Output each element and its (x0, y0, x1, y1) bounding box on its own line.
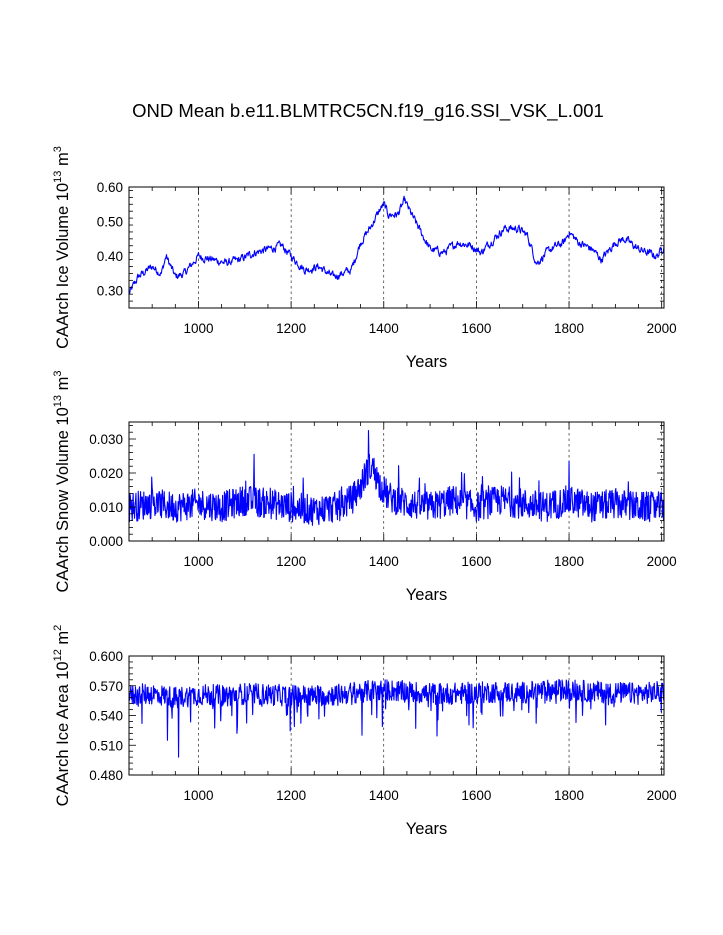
y-tick-label: 0.50 (97, 215, 123, 230)
plot-frame (128, 186, 665, 309)
x-tick-label: 1400 (369, 554, 399, 569)
y-axis-label: CAArch Snow Volume 1013 m3 (52, 371, 72, 593)
y-tick-label: 0.540 (89, 709, 123, 724)
x-tick-label: 2000 (647, 321, 677, 336)
x-tick-label: 1400 (369, 321, 399, 336)
x-tick-label: 2000 (647, 554, 677, 569)
y-tick-label: 0.600 (89, 649, 123, 664)
y-tick-label: 0.510 (89, 738, 123, 753)
y-tick-label: 0.010 (89, 500, 123, 515)
x-tick-label: 1600 (461, 321, 491, 336)
x-tick-label: 1800 (554, 788, 584, 803)
chart-panel-3: 1000 1200 1400 1600 1800 2000 0.480 0.510 0.540 0… (52, 625, 677, 838)
x-tick-label: 1600 (461, 788, 491, 803)
y-axis-label: CAArch Ice Area 1012 m2 (52, 625, 72, 807)
y-tick-label: 0.000 (89, 534, 123, 549)
y-tick-label: 0.030 (89, 432, 123, 447)
x-tick-label: 1400 (369, 788, 399, 803)
y-tick-label: 0.480 (89, 768, 123, 783)
x-axis-label: Years (406, 586, 448, 604)
data-series-line (128, 195, 665, 295)
x-tick-label: 2000 (647, 788, 677, 803)
y-tick-label: 0.570 (89, 679, 123, 694)
chart-panel-1: 1000 1200 1400 1600 1800 2000 0.30 0.40 0.50 0.60… (52, 146, 677, 371)
x-axis-label: Years (406, 353, 448, 371)
x-tick-label: 1200 (276, 554, 306, 569)
y-tick-label: 0.30 (97, 284, 123, 299)
chart-panel-2: 1000 1200 1400 1600 1800 2000 0.000 0.010 0.020 0… (52, 371, 677, 604)
x-tick-label: 1800 (554, 321, 584, 336)
x-tick-label: 1000 (183, 788, 213, 803)
y-axis-label: CAArch Ice Volume 1013 m3 (52, 146, 72, 349)
x-tick-label: 1000 (183, 321, 213, 336)
data-series-line (128, 679, 665, 758)
x-tick-label: 1200 (276, 321, 306, 336)
x-tick-label: 1200 (276, 788, 306, 803)
x-tick-label: 1600 (461, 554, 491, 569)
y-tick-label: 0.40 (97, 249, 123, 264)
x-tick-label: 1800 (554, 554, 584, 569)
plot-frame (128, 421, 665, 542)
y-tick-label: 0.020 (89, 466, 123, 481)
x-axis-label: Years (406, 820, 448, 838)
x-tick-label: 1000 (183, 554, 213, 569)
y-tick-label: 0.60 (97, 180, 123, 195)
data-series-line (128, 429, 665, 526)
figure-title: OND Mean b.e11.BLMTRC5CN.f19_g16.SSI_VSK… (132, 100, 604, 122)
